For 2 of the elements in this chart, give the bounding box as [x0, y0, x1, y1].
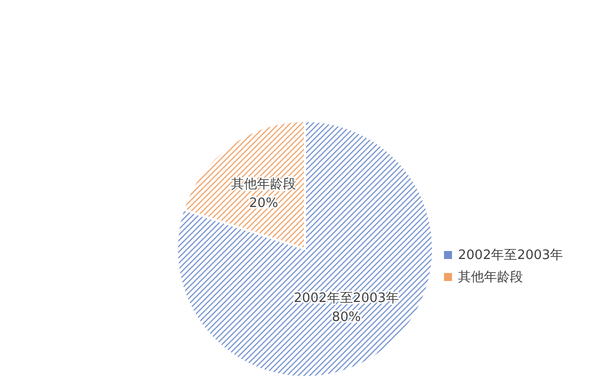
- legend-label: 其他年龄段: [458, 269, 523, 286]
- legend-label: 2002年至2003年: [458, 247, 564, 264]
